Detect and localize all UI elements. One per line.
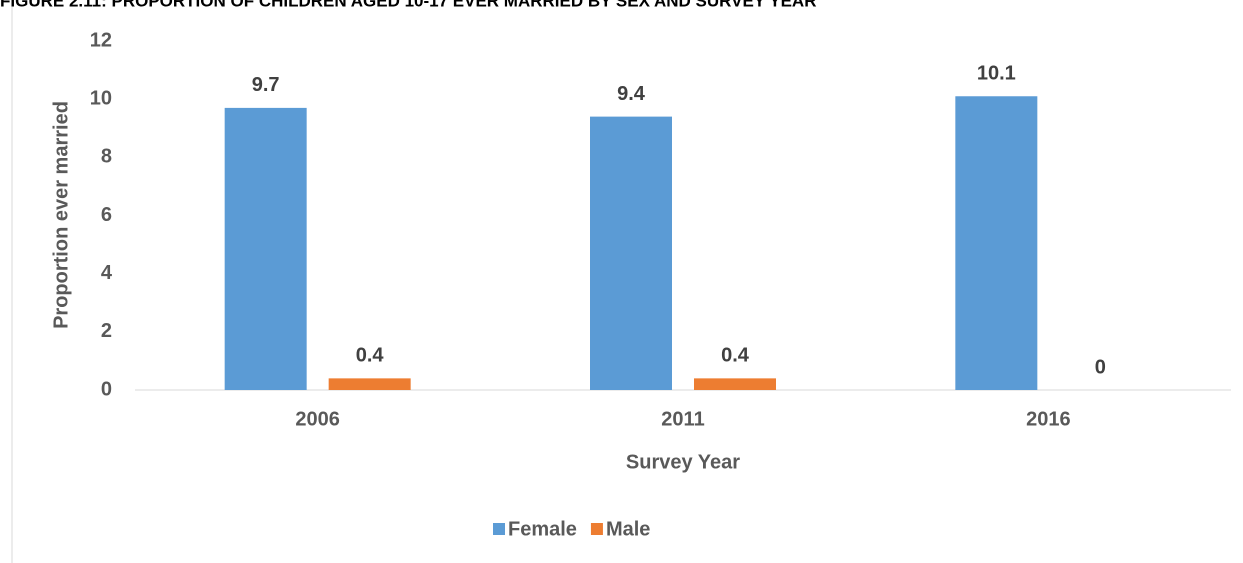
data-label: 0.4 bbox=[721, 345, 750, 367]
y-tick-label: 12 bbox=[90, 29, 112, 51]
y-tick-label: 10 bbox=[90, 87, 112, 109]
x-tick-label: 2006 bbox=[295, 408, 340, 430]
y-axis-label: Proportion ever married bbox=[50, 101, 72, 329]
y-tick-label: 4 bbox=[101, 262, 113, 284]
y-tick-label: 6 bbox=[101, 204, 112, 226]
y-tick-label: 0 bbox=[101, 378, 112, 400]
x-tick-label: 2016 bbox=[1026, 408, 1071, 430]
chart-title: FIGURE 2.11: PROPORTION OF CHILDREN AGED… bbox=[0, 0, 817, 10]
x-tick-label: 2011 bbox=[661, 408, 704, 430]
bar bbox=[328, 378, 411, 390]
bar bbox=[590, 116, 672, 390]
data-label: 10.1 bbox=[977, 63, 1016, 85]
bar bbox=[955, 96, 1038, 390]
legend-label: Male bbox=[606, 518, 650, 540]
legend-label: Female bbox=[508, 518, 577, 540]
x-axis-label: Survey Year bbox=[626, 451, 740, 473]
legend-swatch bbox=[590, 523, 603, 535]
data-label: 9.7 bbox=[252, 74, 280, 96]
y-tick-label: 2 bbox=[101, 320, 112, 342]
y-tick-label: 8 bbox=[101, 146, 112, 168]
data-label: 0 bbox=[1095, 356, 1106, 378]
data-label: 0.4 bbox=[356, 345, 385, 367]
legend-swatch bbox=[493, 523, 505, 535]
data-label: 9.4 bbox=[617, 83, 646, 105]
bar bbox=[224, 107, 307, 391]
bar bbox=[694, 378, 776, 390]
